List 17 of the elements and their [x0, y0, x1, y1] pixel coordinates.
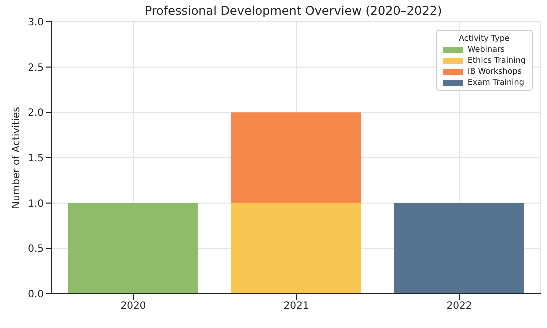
y-tick-label: 1.5 — [28, 154, 44, 165]
legend-label: Exam Training — [468, 78, 524, 87]
x-tick-label: 2020 — [120, 301, 146, 312]
y-tick-label: 1.0 — [28, 198, 44, 210]
legend-title: Activity Type — [458, 34, 511, 43]
legend-label: Ethics Training — [468, 56, 526, 65]
chart-title: Professional Development Overview (2020–2022) — [144, 4, 444, 18]
legend-label: IB Workshops — [468, 67, 522, 76]
x-tick-label: 2022 — [446, 301, 472, 312]
y-tick-label: 0.5 — [28, 244, 44, 256]
y-tick-label: 2.5 — [28, 62, 44, 74]
x-tick-label: 2021 — [284, 301, 310, 312]
y-axis-title: Number of Activities — [12, 107, 23, 209]
legend-label: Webinars — [468, 45, 505, 54]
y-tick-label: 3.0 — [28, 18, 44, 29]
y-tick-label: 2.0 — [28, 108, 44, 120]
y-tick-label: 0.0 — [28, 290, 44, 301]
